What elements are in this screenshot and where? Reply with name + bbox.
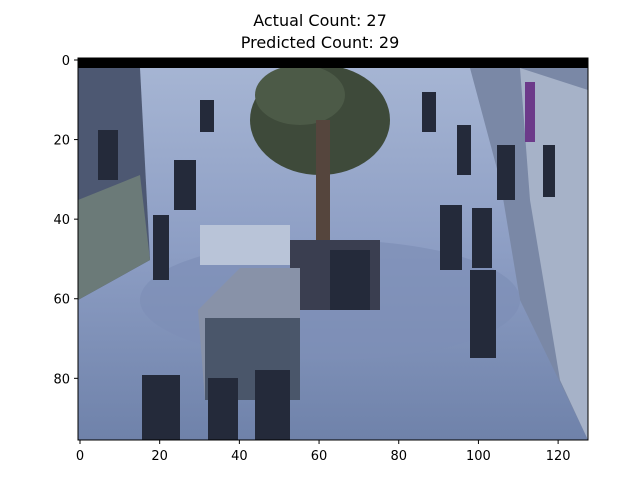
crowd-image [78, 58, 588, 440]
y-tick-label: 80 [53, 372, 70, 387]
x-axis: 0 20 40 60 80 100 120 [76, 440, 571, 464]
y-tick-label: 40 [53, 213, 70, 228]
x-tick-label: 40 [231, 449, 248, 464]
y-axis: 0 20 40 60 80 [53, 54, 78, 387]
title-predicted-count: Predicted Count: 29 [240, 33, 400, 52]
y-tick-label: 0 [62, 54, 70, 69]
axes-frame [77, 57, 589, 441]
y-tick-label: 20 [53, 134, 70, 149]
x-tick-label: 120 [546, 449, 571, 464]
x-tick-label: 80 [390, 449, 407, 464]
title-actual-count: Actual Count: 27 [253, 11, 387, 30]
x-tick-label: 100 [466, 449, 491, 464]
x-tick-label: 0 [76, 449, 84, 464]
x-tick-label: 20 [151, 449, 168, 464]
y-tick-label: 60 [53, 293, 70, 308]
x-tick-label: 60 [311, 449, 328, 464]
